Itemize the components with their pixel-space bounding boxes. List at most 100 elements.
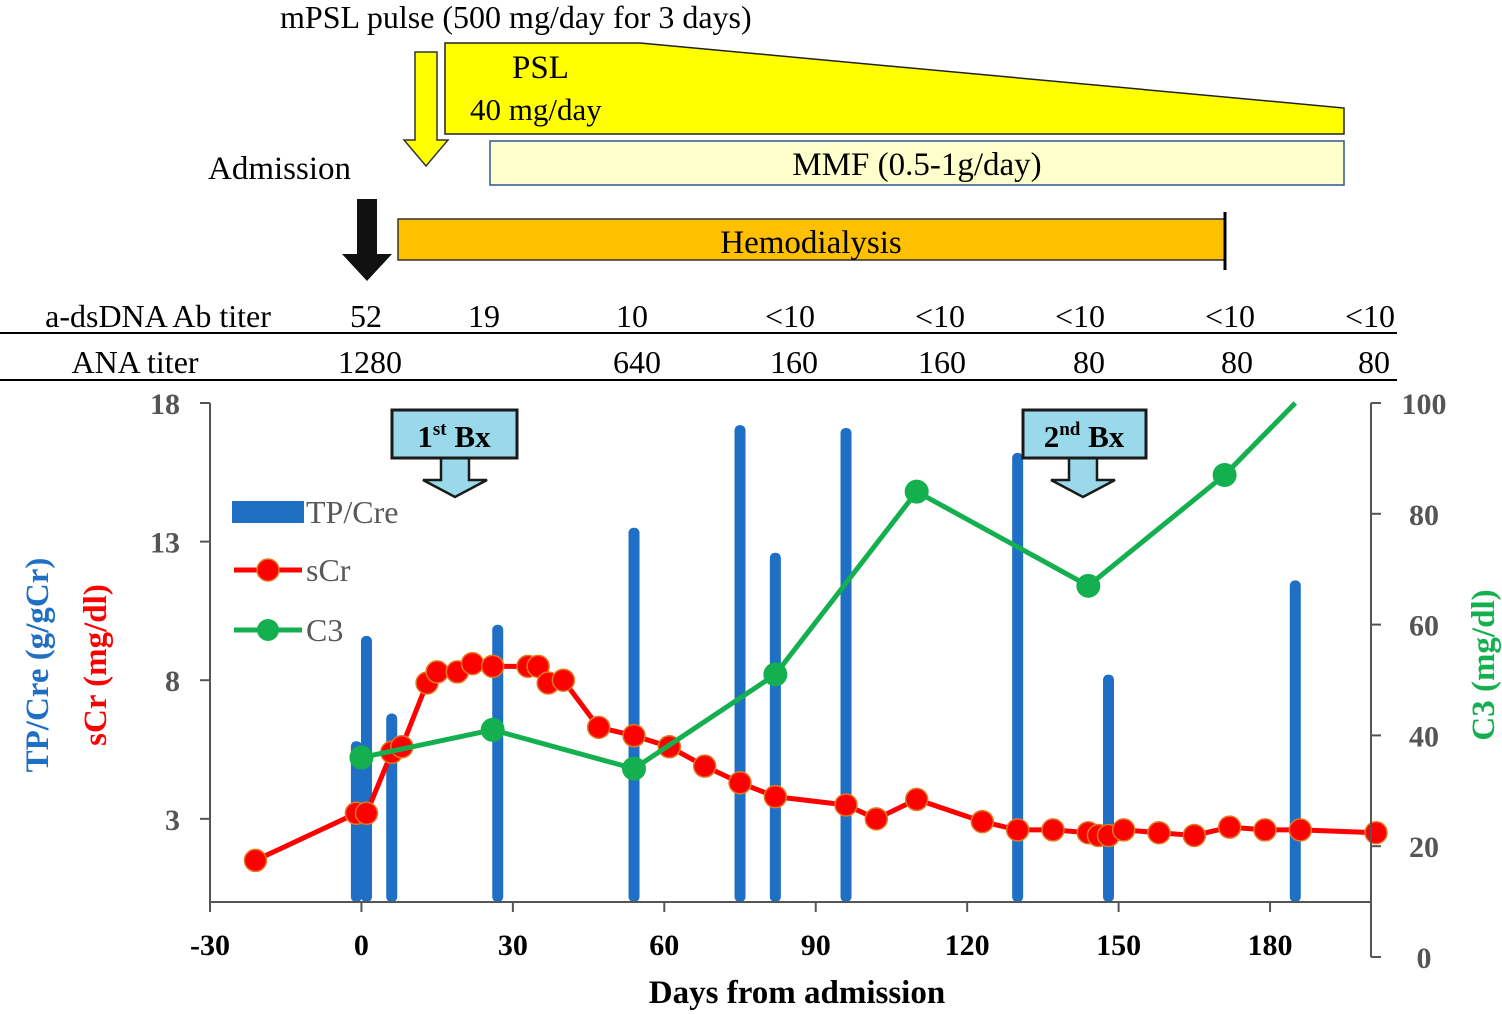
ana-titer-value: 160 bbox=[770, 344, 818, 380]
dsdna-titer-value: <10 bbox=[915, 298, 965, 334]
tpcre-bar bbox=[1103, 674, 1115, 902]
dsdna-titer-value: 10 bbox=[616, 298, 648, 334]
y-axis-title-scr: sCr (mg/dl) bbox=[78, 584, 114, 746]
scr-point bbox=[692, 754, 717, 778]
scr-point bbox=[1217, 815, 1242, 839]
scr-point bbox=[904, 787, 929, 812]
left-y-tick-label: 8 bbox=[165, 665, 180, 698]
dsdna-titer-value: <10 bbox=[1205, 298, 1255, 334]
x-tick-label: -30 bbox=[190, 929, 230, 962]
first-biopsy-callout: 1st Bx bbox=[390, 408, 519, 499]
second-biopsy-callout: 2nd Bx bbox=[1021, 408, 1148, 499]
c3-point bbox=[349, 745, 374, 770]
tpcre-bar bbox=[734, 425, 746, 902]
first-biopsy-box bbox=[390, 408, 519, 460]
right-y-tick-label: 40 bbox=[1409, 720, 1439, 753]
admission-label: Admission bbox=[208, 151, 351, 187]
scr-point bbox=[970, 809, 995, 834]
c3-point bbox=[763, 662, 788, 687]
dsdna-titer-value: <10 bbox=[765, 298, 815, 334]
hemodialysis-label: Hemodialysis bbox=[720, 225, 901, 261]
left-y-tick-label: 3 bbox=[165, 804, 180, 837]
plot-area bbox=[243, 401, 1388, 902]
scr-point bbox=[834, 793, 858, 817]
c3-point bbox=[904, 479, 929, 504]
dsdna-titer-value: 19 bbox=[468, 298, 500, 334]
ana-titer-value: 160 bbox=[918, 344, 966, 380]
first-biopsy-label: 1st Bx bbox=[417, 419, 491, 454]
scr-point bbox=[622, 723, 646, 748]
scr-point bbox=[460, 651, 485, 676]
scr-point bbox=[480, 654, 505, 679]
second-biopsy-box bbox=[1021, 408, 1148, 460]
left-y-tick-label: 13 bbox=[150, 527, 180, 560]
ana-titer-label: ANA titer bbox=[71, 344, 198, 380]
legend-c3-label: C3 bbox=[306, 612, 343, 648]
first-biopsy-arrow-icon bbox=[422, 456, 488, 499]
tpcre-bar bbox=[769, 552, 781, 902]
tpcre-bar bbox=[360, 635, 372, 902]
psl-label: PSL bbox=[512, 50, 569, 86]
scr-point bbox=[586, 715, 611, 740]
left-y-tick-label: 18 bbox=[150, 388, 180, 421]
x-tick-label: 150 bbox=[1096, 929, 1141, 962]
tpcre-bar bbox=[628, 527, 640, 902]
right-y-tick-label: 20 bbox=[1409, 831, 1439, 864]
scr-point bbox=[1253, 818, 1277, 842]
c3-point bbox=[622, 756, 647, 781]
legend-c3-marker bbox=[257, 619, 279, 641]
dsdna-titer-value: <10 bbox=[1055, 298, 1105, 334]
psl-bar bbox=[444, 42, 1345, 135]
mpsl-down-arrow-icon bbox=[402, 51, 450, 168]
x-tick-label: 30 bbox=[498, 929, 528, 962]
scr-point bbox=[763, 784, 788, 809]
ana-titer-value: 80 bbox=[1073, 344, 1105, 380]
tpcre-bar bbox=[1012, 452, 1024, 902]
scr-point bbox=[864, 807, 889, 831]
scr-point bbox=[243, 848, 268, 873]
legend-tpcre-swatch bbox=[232, 501, 304, 523]
legend: TP/Cre sCr C3 bbox=[232, 494, 398, 648]
scr-point bbox=[1147, 820, 1171, 845]
ana-titer-value: 640 bbox=[613, 344, 661, 380]
dsdna-titer-value: 52 bbox=[350, 298, 382, 334]
ana-titer-value: 80 bbox=[1221, 344, 1253, 380]
legend-scr-marker bbox=[256, 558, 280, 582]
scr-point bbox=[1364, 820, 1388, 845]
admission-down-arrow-icon bbox=[342, 199, 392, 281]
legend-scr-label: sCr bbox=[306, 552, 351, 588]
x-tick-label: 60 bbox=[649, 929, 679, 962]
mmf-label: MMF (0.5-1g/day) bbox=[792, 147, 1041, 183]
ana-titer-value: 1280 bbox=[338, 344, 402, 380]
y-axis-title-tpcre: TP/Cre (g/gCr) bbox=[20, 558, 56, 773]
x-tick-label: 0 bbox=[354, 929, 369, 962]
right-y-tick-label: 100 bbox=[1402, 388, 1447, 421]
scr-point bbox=[1041, 818, 1065, 842]
x-tick-label: 180 bbox=[1248, 929, 1293, 962]
x-tick-label: 120 bbox=[945, 929, 990, 962]
tpcre-bar bbox=[492, 624, 504, 902]
dsdna-titer-label: a-dsDNA Ab titer bbox=[45, 298, 271, 334]
right-y-tick-label: 80 bbox=[1409, 499, 1439, 532]
tpcre-bar bbox=[1289, 580, 1301, 902]
scr-point bbox=[728, 771, 752, 795]
dsdna-titer-value: <10 bbox=[1345, 298, 1395, 334]
x-axis-title: Days from admission bbox=[649, 975, 945, 1011]
mpsl-pulse-label: mPSL pulse (500 mg/day for 3 days) bbox=[280, 0, 752, 35]
c3-point bbox=[1212, 463, 1237, 488]
scr-point bbox=[425, 660, 449, 684]
y-axis-title-c3: C3 (mg/dl) bbox=[1466, 589, 1502, 740]
mmf-bar bbox=[489, 140, 1345, 186]
legend-tpcre-label: TP/Cre bbox=[306, 494, 398, 530]
scr-point bbox=[1005, 818, 1030, 842]
scr-point bbox=[354, 801, 379, 826]
right-y-tick-label: 0 bbox=[1417, 942, 1432, 975]
c3-line bbox=[360, 401, 1298, 772]
psl-dose-label: 40 mg/day bbox=[470, 92, 602, 127]
scr-point bbox=[1111, 818, 1136, 842]
scr-point bbox=[551, 668, 576, 692]
c3-point bbox=[480, 717, 505, 742]
c3-point bbox=[1076, 573, 1101, 598]
